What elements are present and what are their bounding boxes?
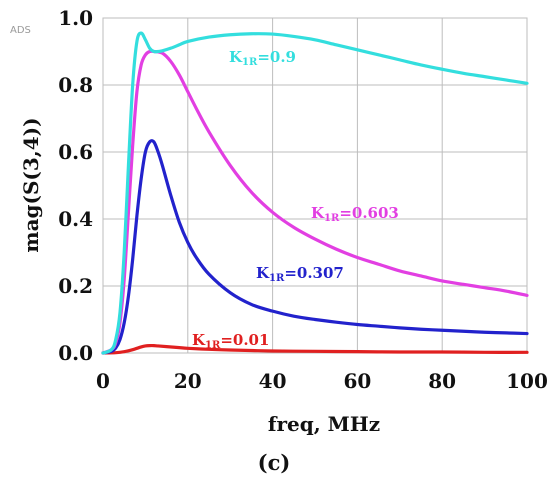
grid-lines: [103, 18, 527, 353]
series-label: K1R=0.603: [311, 204, 399, 224]
y-tick-labels: 0.0 0.2 0.4 0.6 0.8 1.0: [58, 6, 93, 365]
series-line-0307: [101, 139, 529, 355]
series-label: K1R=0.01: [192, 331, 269, 351]
ads-badge: ADS: [10, 25, 31, 36]
x-tick-label: 80: [428, 369, 456, 393]
y-tick-label: 1.0: [58, 6, 93, 30]
y-tick-label: 0.2: [58, 274, 93, 298]
series-lines: [101, 31, 529, 355]
x-axis-title: freq, MHz: [268, 412, 380, 436]
y-tick-label: 0.4: [58, 207, 93, 231]
series-line-0603: [101, 49, 529, 355]
x-tick-label: 0: [96, 369, 110, 393]
plot-frame: [102, 17, 528, 354]
y-axis-title: mag(S(3,4)): [19, 117, 43, 252]
y-tick-label: 0.6: [58, 140, 93, 164]
x-tick-label: 60: [343, 369, 371, 393]
y-tick-label: 0.8: [58, 73, 93, 97]
series-labels: K1R=0.9 K1R=0.603 K1R=0.307 K1R=0.01: [192, 48, 399, 351]
x-tick-labels: 0 20 40 60 80 100: [96, 369, 547, 393]
series-label: K1R=0.307: [256, 264, 344, 284]
series-line-001: [101, 343, 529, 355]
x-tick-label: 40: [259, 369, 287, 393]
series-line-09: [101, 31, 529, 355]
x-tick-label: 20: [174, 369, 202, 393]
x-tick-label: 100: [506, 369, 547, 393]
series-label: K1R=0.9: [229, 48, 296, 68]
figure-caption: (c): [258, 450, 291, 475]
y-tick-label: 0.0: [58, 341, 93, 365]
